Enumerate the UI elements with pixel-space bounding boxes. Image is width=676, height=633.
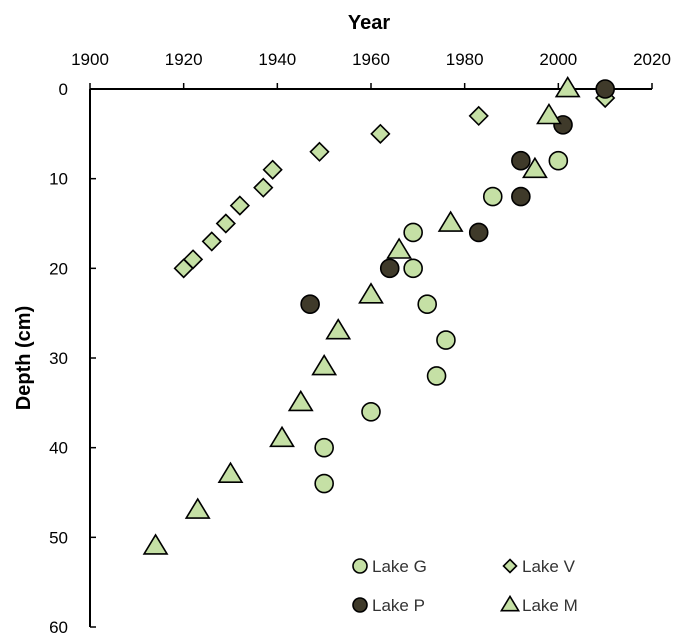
triangle-point: [313, 356, 336, 375]
diamond-point: [310, 143, 328, 161]
x-axis-title: Year: [348, 12, 390, 34]
legend-triangle-icon: [501, 596, 518, 610]
triangle-point: [556, 78, 579, 97]
legend-label: Lake V: [522, 557, 576, 576]
triangle-point: [186, 499, 209, 518]
diamond-point: [254, 179, 272, 197]
diamond-point: [371, 125, 389, 143]
series-lake-p: [301, 80, 614, 313]
circle-point: [512, 188, 530, 206]
diamond-point: [217, 215, 235, 233]
circle-point: [512, 152, 530, 170]
diamond-point: [470, 107, 488, 125]
circle-point: [428, 367, 446, 385]
triangle-point: [537, 105, 560, 124]
triangle-point: [327, 320, 350, 339]
y-tick-label: 20: [49, 259, 68, 278]
circle-point: [437, 331, 455, 349]
triangle-point: [388, 239, 411, 258]
diamond-point: [231, 197, 249, 215]
circle-point: [381, 259, 399, 277]
triangle-point: [360, 284, 383, 303]
x-tick-label: 1940: [258, 50, 296, 69]
circle-point: [315, 439, 333, 457]
y-tick-label: 60: [49, 618, 68, 633]
y-tick-label: 40: [49, 439, 68, 458]
series-lake-g: [315, 152, 567, 493]
circle-point: [315, 475, 333, 493]
legend-item: Lake P: [353, 596, 425, 615]
triangle-point: [219, 463, 242, 482]
x-tick-label: 1980: [446, 50, 484, 69]
x-tick-label: 2020: [633, 50, 671, 69]
legend-diamond-icon: [504, 560, 517, 573]
legend-item: Lake M: [501, 596, 577, 615]
x-tick-label: 1920: [165, 50, 203, 69]
series-lake-m: [144, 78, 579, 554]
y-tick-label: 30: [49, 349, 68, 368]
circle-point: [404, 259, 422, 277]
triangle-point: [144, 535, 167, 554]
legend-circle-icon: [353, 598, 367, 612]
triangle-point: [439, 212, 462, 231]
x-tick-label: 1960: [352, 50, 390, 69]
circle-point: [418, 295, 436, 313]
diamond-point: [264, 161, 282, 179]
axes: 1900 1920 1940 1960 1980 2000 2020 0 10 20 30 40 50 6…: [49, 50, 671, 633]
circle-point: [470, 223, 488, 241]
circle-point: [301, 295, 319, 313]
legend-label: Lake M: [522, 596, 578, 615]
x-tick-label: 1900: [71, 50, 109, 69]
legend-label: Lake G: [372, 557, 427, 576]
y-tick-label: 50: [49, 528, 68, 547]
legend-circle-icon: [353, 559, 367, 573]
circle-point: [549, 152, 567, 170]
x-tick-label: 2000: [539, 50, 577, 69]
circle-point: [484, 188, 502, 206]
circle-point: [404, 223, 422, 241]
triangle-point: [271, 427, 294, 446]
circle-point: [596, 80, 614, 98]
legend: Lake G Lake V Lake P Lake M: [353, 557, 578, 615]
data-points: [144, 78, 614, 554]
y-tick-label: 10: [49, 170, 68, 189]
y-axis-title: Depth (cm): [13, 306, 35, 410]
circle-point: [362, 403, 380, 421]
y-tick-label: 0: [59, 80, 68, 99]
legend-label: Lake P: [372, 596, 425, 615]
diamond-point: [203, 232, 221, 250]
legend-item: Lake G: [353, 557, 427, 576]
legend-item: Lake V: [504, 557, 576, 576]
triangle-point: [289, 391, 312, 410]
